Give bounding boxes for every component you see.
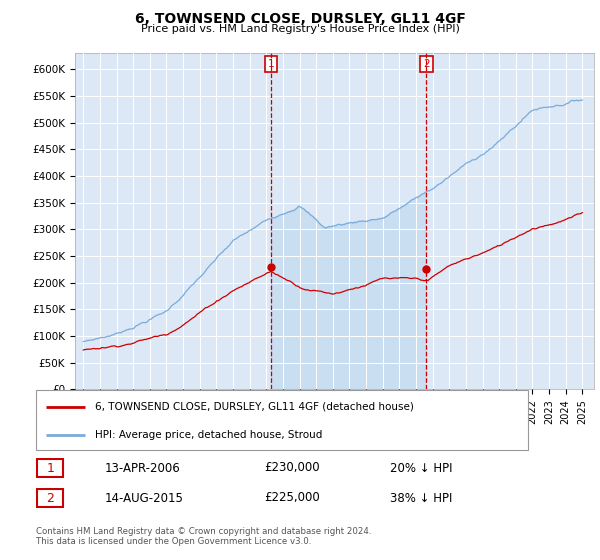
Text: Contains HM Land Registry data © Crown copyright and database right 2024.
This d: Contains HM Land Registry data © Crown c… [36, 526, 371, 546]
Text: 13-APR-2006: 13-APR-2006 [105, 461, 181, 474]
Text: Price paid vs. HM Land Registry's House Price Index (HPI): Price paid vs. HM Land Registry's House … [140, 24, 460, 34]
Text: 1: 1 [46, 461, 55, 474]
Text: £225,000: £225,000 [264, 492, 320, 505]
Text: £230,000: £230,000 [264, 461, 320, 474]
FancyBboxPatch shape [36, 390, 528, 450]
Text: 14-AUG-2015: 14-AUG-2015 [105, 492, 184, 505]
Text: 6, TOWNSEND CLOSE, DURSLEY, GL11 4GF (detached house): 6, TOWNSEND CLOSE, DURSLEY, GL11 4GF (de… [95, 402, 414, 412]
FancyBboxPatch shape [37, 489, 64, 507]
Text: 6, TOWNSEND CLOSE, DURSLEY, GL11 4GF: 6, TOWNSEND CLOSE, DURSLEY, GL11 4GF [134, 12, 466, 26]
Text: 2: 2 [423, 59, 430, 69]
FancyBboxPatch shape [37, 459, 64, 477]
Text: 38% ↓ HPI: 38% ↓ HPI [390, 492, 452, 505]
Text: 20% ↓ HPI: 20% ↓ HPI [390, 461, 452, 474]
Text: 1: 1 [268, 59, 274, 69]
Text: 2: 2 [46, 492, 55, 505]
Text: HPI: Average price, detached house, Stroud: HPI: Average price, detached house, Stro… [95, 430, 322, 440]
